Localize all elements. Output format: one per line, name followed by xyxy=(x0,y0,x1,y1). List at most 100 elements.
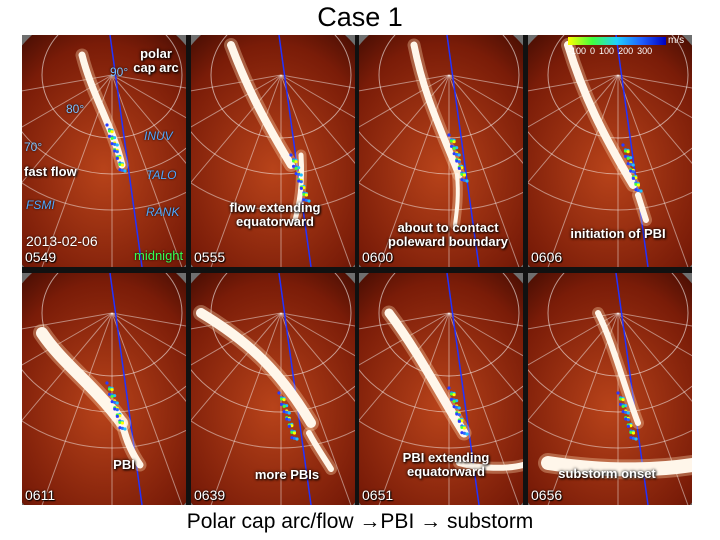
meridian-line xyxy=(191,74,282,92)
flow-vector xyxy=(291,159,296,163)
colorbar-ticks: -100 0 100 200 300 xyxy=(568,46,684,56)
lat-90-label: 90° xyxy=(110,65,129,79)
flow-vector xyxy=(110,394,114,398)
meridian-line xyxy=(111,74,186,89)
auroral-arc xyxy=(635,192,649,223)
latitude-circle xyxy=(22,182,186,211)
colorbar: m/s -100 0 100 200 300 xyxy=(568,35,684,56)
meridian-line xyxy=(22,74,113,92)
flow-vector xyxy=(123,427,127,431)
flow-vector xyxy=(105,381,109,385)
lat-70-label: 70° xyxy=(24,140,43,154)
flow-vector xyxy=(629,424,633,428)
meridian-line xyxy=(22,74,113,184)
flow-vector xyxy=(107,129,112,133)
colorbar-tick: -100 xyxy=(568,46,587,56)
flow-vector xyxy=(447,133,451,137)
flow-vector xyxy=(292,431,297,435)
flow-vector xyxy=(113,407,117,411)
flow-vector xyxy=(304,193,309,197)
meridian-line xyxy=(191,312,282,366)
flow-vector xyxy=(292,436,297,440)
meridian-line xyxy=(191,74,282,184)
flow-vector xyxy=(282,410,286,414)
station-rank: RANK xyxy=(146,205,180,219)
panel-callout: PBI extending equatorward xyxy=(402,450,490,479)
flow-vector xyxy=(626,424,630,428)
flow-vector xyxy=(621,410,625,414)
flow-vector xyxy=(618,402,623,406)
flow-vector xyxy=(113,136,117,140)
meridian-line xyxy=(528,312,619,330)
flow-vector xyxy=(297,172,301,176)
meridian-line xyxy=(22,312,113,422)
flow-vector xyxy=(110,130,114,134)
time-label: 0600 xyxy=(362,249,394,265)
meridian-line xyxy=(359,312,450,422)
meridian-line xyxy=(617,312,692,402)
flow-vector xyxy=(115,156,119,160)
flow-vector xyxy=(282,404,286,408)
latitude-circle xyxy=(378,35,520,139)
auroral-arc xyxy=(227,41,295,169)
time-label: 0656 xyxy=(531,487,563,503)
meridian-line xyxy=(378,312,450,505)
flow-vector xyxy=(447,386,451,390)
colorbar-tick: 300 xyxy=(637,46,653,56)
meridian-line xyxy=(448,312,523,402)
flow-vector xyxy=(123,169,127,173)
latitude-circle xyxy=(191,420,355,449)
meridian-line xyxy=(280,312,355,402)
flow-vector xyxy=(634,182,638,186)
panel-callout: substorm onset xyxy=(558,466,656,481)
flow-vector xyxy=(465,179,469,183)
auroral-image xyxy=(191,273,355,505)
meridian-line xyxy=(448,312,520,505)
time-label: 0651 xyxy=(362,487,394,503)
auroral-arc xyxy=(453,173,460,227)
meridian-line xyxy=(448,74,523,164)
flow-vector xyxy=(457,166,461,170)
colorbar-tick: 0 xyxy=(590,46,596,56)
station-inuv: INUV xyxy=(144,129,173,143)
meridian-line xyxy=(41,312,113,505)
meridian-line xyxy=(547,312,619,505)
flow-vector xyxy=(460,178,464,182)
latitude-circle xyxy=(528,131,692,175)
flow-vector xyxy=(118,168,122,172)
time-label: 0606 xyxy=(531,249,563,265)
flow-vector xyxy=(455,399,459,403)
flow-vector xyxy=(636,188,641,192)
flow-vector xyxy=(465,432,469,436)
flow-vector xyxy=(294,166,298,170)
midnight-meridian xyxy=(278,35,312,267)
panel-callout: initiation of PBI xyxy=(570,226,666,241)
flow-vector xyxy=(626,156,630,160)
flow-vector xyxy=(118,156,122,160)
flow-vector xyxy=(115,414,119,418)
flow-vector xyxy=(302,192,306,196)
flow-vector xyxy=(623,149,628,153)
flow-vector xyxy=(302,198,306,202)
flow-vector xyxy=(634,176,638,180)
sky-disk xyxy=(22,35,186,267)
meridian-line xyxy=(617,74,692,164)
auroral-image xyxy=(359,35,523,267)
meridian-line xyxy=(617,312,689,505)
meridian-line xyxy=(280,74,355,89)
flow-vector xyxy=(623,154,628,158)
latitude-circle xyxy=(210,35,352,139)
auroral-arc xyxy=(456,460,523,471)
latitude-circle xyxy=(378,273,520,377)
meridian-line xyxy=(528,312,619,366)
sky-disk xyxy=(22,273,186,505)
flow-vector xyxy=(291,164,296,168)
midnight-meridian xyxy=(446,35,480,267)
flow-vector xyxy=(621,398,625,402)
latitude-circle xyxy=(191,369,355,413)
flow-vector xyxy=(290,430,294,434)
auroral-arc xyxy=(306,430,334,472)
flow-vector xyxy=(462,431,467,435)
flow-vector xyxy=(287,424,291,428)
latitude-circle xyxy=(359,131,523,175)
